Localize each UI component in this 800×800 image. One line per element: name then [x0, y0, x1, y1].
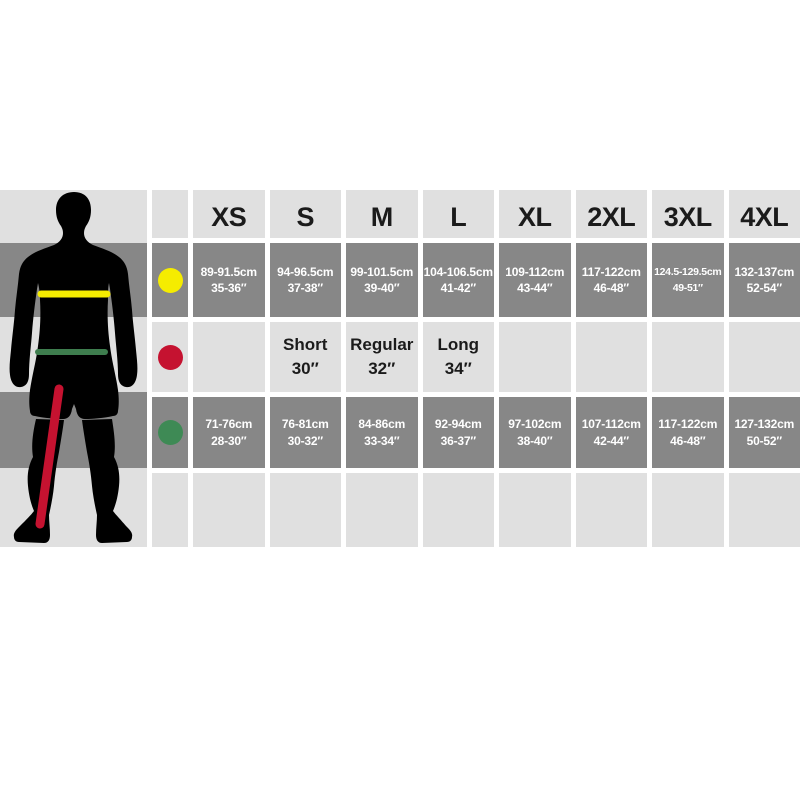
footer-cell: [422, 473, 494, 547]
inch-value: 50-52″: [746, 433, 782, 448]
footer-cell: [575, 473, 647, 547]
cm-value: 117-122cm: [658, 417, 718, 431]
header-cell-4xl: 4XL: [728, 190, 800, 238]
chest-cell-l: 104-106.5cm 41-42″: [422, 243, 494, 317]
waist-cell-4xl: 127-132cm 50-52″: [728, 397, 800, 468]
header-indicator-cell: [152, 190, 188, 238]
inch-value: 49-51″: [672, 282, 703, 294]
header-cell-xl: XL: [499, 190, 571, 238]
cm-value: 89-91.5cm: [200, 264, 257, 279]
header-cell-m: M: [346, 190, 418, 238]
cm-value: 117-122cm: [581, 264, 641, 279]
footer-cell: [193, 473, 265, 547]
male-silhouette: [9, 192, 138, 543]
waist-cell-xl: 97-102cm 38-40″: [499, 397, 571, 468]
cm-value: 71-76cm: [205, 417, 253, 431]
cm-value: 94-96.5cm: [277, 264, 334, 279]
inch-value: 32″: [368, 359, 396, 378]
inch-value: 30-32″: [287, 433, 323, 448]
inch-value: 43-44″: [517, 281, 553, 295]
inch-value: 41-42″: [440, 281, 476, 295]
inch-value: 30″: [291, 359, 319, 378]
length-label: Long: [437, 335, 480, 354]
waist-indicator-cell: [152, 397, 188, 468]
length-cell-xs: [193, 322, 265, 392]
footer-cell: [152, 473, 188, 547]
inch-value: 37-38″: [287, 281, 323, 295]
inch-value: 39-40″: [364, 281, 400, 295]
cm-value: 104-106.5cm: [423, 264, 493, 279]
length-cell-m: Regular 32″: [346, 322, 418, 392]
chest-cell-xs: 89-91.5cm 35-36″: [193, 243, 265, 317]
length-cell-s: Short 30″: [269, 322, 341, 392]
header-cell-s: S: [269, 190, 341, 238]
inseam-line: [35, 384, 64, 529]
cm-value: 107-112cm: [581, 417, 641, 431]
header-cell-3xl: 3XL: [652, 190, 724, 238]
waist-cell-m: 84-86cm 33-34″: [346, 397, 418, 468]
cm-value: 127-132cm: [734, 417, 795, 431]
chest-cell-s: 94-96.5cm 37-38″: [269, 243, 341, 317]
chest-cell-3xl: 124.5-129.5cm 49-51″: [652, 243, 724, 317]
waist-cell-3xl: 117-122cm 46-48″: [652, 397, 724, 468]
inch-value: 28-30″: [211, 433, 247, 448]
inch-value: 34″: [444, 359, 472, 378]
chest-indicator-cell: [152, 243, 188, 317]
inch-value: 42-44″: [593, 433, 629, 448]
chest-cell-2xl: 117-122cm 46-48″: [575, 243, 647, 317]
inch-value: 38-40″: [517, 433, 553, 448]
waist-cell-l: 92-94cm 36-37″: [422, 397, 494, 468]
inch-value: 33-34″: [364, 433, 400, 448]
header-cell-l: L: [422, 190, 494, 238]
length-label: Short: [283, 335, 328, 354]
cm-value: 132-137cm: [734, 264, 795, 279]
length-label: Regular: [350, 335, 414, 354]
silhouette-body: [9, 192, 138, 419]
footer-cell: [269, 473, 341, 547]
header-cell-xs: XS: [193, 190, 265, 238]
chest-cell-4xl: 132-137cm 52-54″: [728, 243, 800, 317]
silhouette-right-leg: [82, 419, 133, 543]
cm-value: 99-101.5cm: [350, 264, 414, 279]
length-indicator-cell: [152, 322, 188, 392]
length-cell-xl: [499, 322, 571, 392]
header-cell-2xl: 2XL: [575, 190, 647, 238]
length-cell-l: Long 34″: [422, 322, 494, 392]
waist-cell-s: 76-81cm 30-32″: [269, 397, 341, 468]
footer-cell: [346, 473, 418, 547]
cm-value: 124.5-129.5cm: [654, 265, 722, 278]
inch-value: 46-48″: [593, 281, 629, 295]
inch-value: 52-54″: [746, 281, 782, 295]
cm-value: 109-112cm: [505, 264, 565, 279]
yellow-dot-icon: [157, 267, 183, 293]
footer-cell: [728, 473, 800, 547]
inch-value: 35-36″: [211, 281, 247, 295]
red-dot-icon: [157, 344, 183, 370]
footer-cell: [499, 473, 571, 547]
size-table: XS S M L XL 2XL 3XL 4XL 89-91.5cm 35-36″…: [152, 190, 800, 547]
inch-value: 36-37″: [440, 433, 476, 448]
cm-value: 97-102cm: [508, 417, 562, 431]
footer-cell: [652, 473, 724, 547]
waist-cell-2xl: 107-112cm 42-44″: [575, 397, 647, 468]
length-cell-4xl: [728, 322, 800, 392]
body-figure-panel: [0, 190, 147, 547]
green-dot-icon: [157, 420, 183, 445]
waist-cell-xs: 71-76cm 28-30″: [193, 397, 265, 468]
length-cell-2xl: [575, 322, 647, 392]
cm-value: 92-94cm: [434, 417, 482, 431]
cm-value: 84-86cm: [358, 417, 406, 431]
inch-value: 46-48″: [670, 433, 706, 448]
cm-value: 76-81cm: [281, 417, 329, 431]
length-cell-3xl: [652, 322, 724, 392]
chest-cell-xl: 109-112cm 43-44″: [499, 243, 571, 317]
chest-cell-m: 99-101.5cm 39-40″: [346, 243, 418, 317]
